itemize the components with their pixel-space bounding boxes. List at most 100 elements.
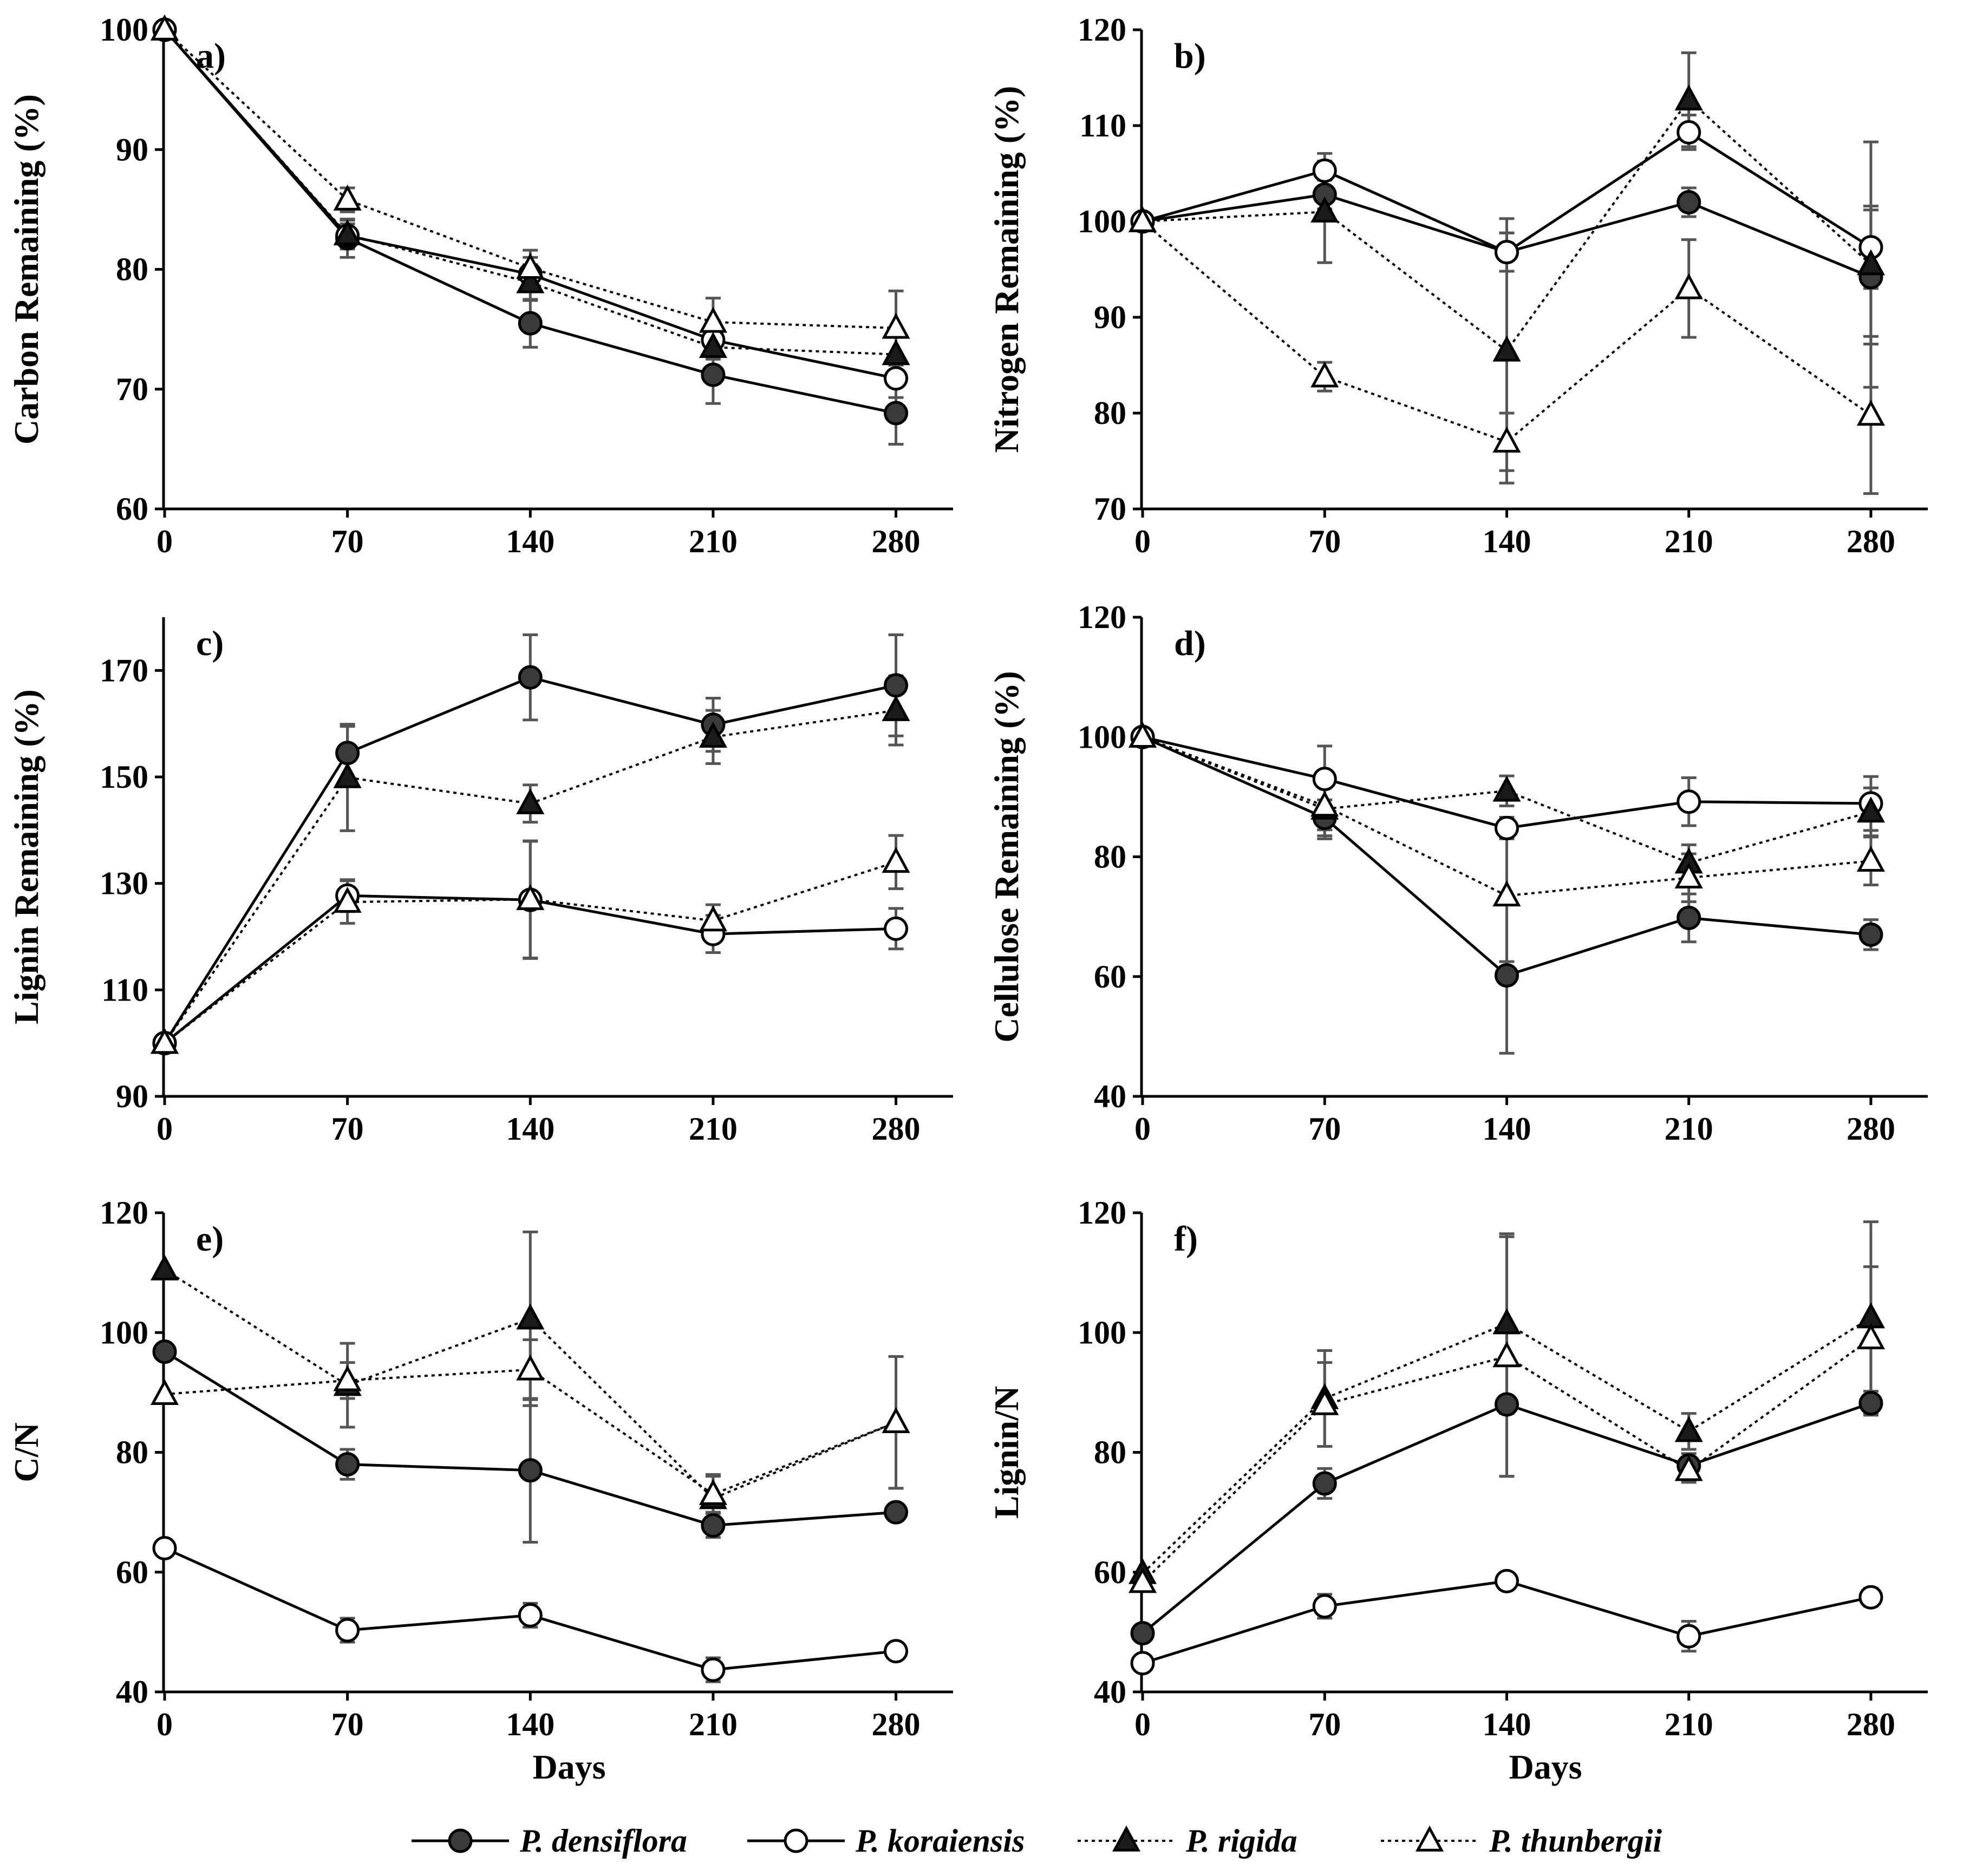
panel-b-markers-p-rigida bbox=[1128, 84, 1885, 362]
marker-p-thunbergii-4 bbox=[1856, 1323, 1885, 1350]
marker-p-thunbergii-2 bbox=[516, 1354, 545, 1381]
marker-p-rigida-2 bbox=[1492, 335, 1521, 362]
marker-p-thunbergii-1 bbox=[1310, 1389, 1339, 1415]
panel-a-xtick-label-3: 210 bbox=[689, 524, 738, 559]
panel-e-x-label: Days bbox=[532, 1748, 605, 1786]
panel-a-xtick-label-1: 70 bbox=[331, 524, 364, 559]
marker-p-rigida-1 bbox=[333, 762, 362, 788]
panel-b-ytick-label-0: 70 bbox=[1094, 491, 1126, 527]
panel-c-xtick-label-4: 280 bbox=[872, 1111, 921, 1147]
panel-d-ytick-label-3: 100 bbox=[1078, 719, 1126, 755]
panel-e-markers-p-koraiensis bbox=[152, 1536, 909, 1682]
legend-label-p-koraiensis: P. koraiensis bbox=[855, 1823, 1025, 1859]
series-line-p-thunbergii bbox=[164, 861, 897, 1044]
legend-label-p-thunbergii: P. thunbergii bbox=[1489, 1823, 1662, 1859]
marker-p-densiflora-2 bbox=[518, 665, 543, 690]
panel-c-xtick-label-0: 0 bbox=[156, 1111, 173, 1147]
panel-a-ytick-label-4: 100 bbox=[100, 12, 148, 48]
legend-label-p-densiflora: P. densiflora bbox=[519, 1823, 687, 1859]
panel-f-xtick-label-3: 210 bbox=[1665, 1707, 1713, 1742]
marker-p-densiflora-3 bbox=[1677, 905, 1701, 930]
marker-p-thunbergii-4 bbox=[1856, 400, 1885, 426]
marker-p-thunbergii-3 bbox=[699, 1479, 727, 1505]
marker-p-densiflora-4 bbox=[884, 401, 909, 426]
panel-f-xtick-label-4: 280 bbox=[1847, 1707, 1895, 1742]
panel-c-xtick-label-1: 70 bbox=[331, 1111, 364, 1147]
marker-p-rigida-0 bbox=[150, 1254, 179, 1280]
panel-f: 40 60 80 100 120 0 70 140 210 280 Lignin/N Days f) bbox=[987, 1195, 1928, 1786]
marker-p-koraiensis-2 bbox=[1494, 240, 1519, 265]
marker-p-thunbergii-3 bbox=[1674, 1455, 1703, 1481]
panel-d-xtick-label-0: 0 bbox=[1134, 1111, 1151, 1147]
marker-p-thunbergii-2 bbox=[1492, 426, 1521, 453]
panel-b-ytick-label-3: 100 bbox=[1078, 204, 1126, 239]
panel-c-xtick-label-2: 140 bbox=[506, 1111, 555, 1147]
marker-p-koraiensis-3 bbox=[1677, 120, 1701, 145]
marker-p-densiflora-4 bbox=[1858, 922, 1883, 947]
series-line-p-thunbergii bbox=[1142, 736, 1871, 897]
marker-p-koraiensis-3 bbox=[701, 1657, 726, 1682]
marker-p-rigida-3 bbox=[1674, 84, 1703, 110]
marker-p-koraiensis-2 bbox=[518, 1603, 543, 1627]
marker-p-thunbergii-3 bbox=[1674, 273, 1703, 299]
panel-f-letter: f) bbox=[1174, 1219, 1198, 1259]
marker-p-koraiensis-1 bbox=[1312, 158, 1337, 183]
panel-d-ytick-label-2: 80 bbox=[1094, 839, 1126, 875]
marker-p-thunbergii-2 bbox=[1492, 1341, 1521, 1368]
panel-e-xtick-label-2: 140 bbox=[506, 1707, 555, 1742]
panel-b-markers-p-thunbergii bbox=[1128, 206, 1885, 453]
marker-p-densiflora-0 bbox=[1130, 1621, 1155, 1646]
marker-p-koraiensis-2 bbox=[1494, 1568, 1519, 1593]
marker-p-densiflora-4 bbox=[884, 673, 909, 698]
panel-f-xtick-label-1: 70 bbox=[1308, 1707, 1341, 1742]
panel-f-x-label: Days bbox=[1509, 1748, 1582, 1786]
panel-b-y-label: Nitrogen Remaining (%) bbox=[987, 86, 1026, 453]
panel-e-ytick-label-1: 60 bbox=[116, 1554, 148, 1590]
panel-b-letter: b) bbox=[1174, 36, 1206, 76]
marker-p-thunbergii-2 bbox=[516, 253, 545, 279]
marker-p-rigida-4 bbox=[882, 339, 910, 365]
panel-a-ytick-label-2: 80 bbox=[116, 252, 148, 287]
marker-p-rigida-2 bbox=[516, 1303, 545, 1330]
panel-b-xtick-label-4: 280 bbox=[1847, 524, 1895, 559]
marker-p-thunbergii-1 bbox=[333, 1365, 362, 1391]
legend-label-p-rigida: P. rigida bbox=[1185, 1823, 1297, 1859]
panel-c-xtick-label-3: 210 bbox=[689, 1111, 738, 1147]
marker-p-densiflora-4 bbox=[1858, 1391, 1883, 1416]
marker-p-densiflora-2 bbox=[518, 311, 543, 336]
marker-p-thunbergii-4 bbox=[1856, 846, 1885, 872]
marker-p-rigida-2 bbox=[516, 788, 545, 814]
marker-p-rigida-3 bbox=[699, 722, 727, 748]
panel-f-ytick-label-0: 40 bbox=[1094, 1674, 1126, 1710]
panel-e-xtick-label-4: 280 bbox=[872, 1707, 921, 1742]
marker-p-koraiensis-3 bbox=[1677, 789, 1701, 814]
marker-p-thunbergii-1 bbox=[333, 886, 362, 913]
panel-e-letter: e) bbox=[196, 1219, 224, 1259]
marker-p-rigida-2 bbox=[516, 267, 545, 293]
panel-e-xtick-label-0: 0 bbox=[156, 1707, 173, 1742]
marker-p-koraiensis-4 bbox=[884, 916, 909, 941]
panel-a-ytick-label-0: 60 bbox=[116, 491, 148, 527]
panel-d-ytick-label-4: 120 bbox=[1078, 599, 1126, 635]
panel-c: 90 110 130 150 170 0 70 140 210 280 Lignin Remaini… bbox=[7, 617, 953, 1147]
panel-e-ytick-label-4: 120 bbox=[100, 1195, 148, 1231]
marker-p-rigida-4 bbox=[882, 695, 910, 721]
marker-p-thunbergii-0 bbox=[150, 1378, 179, 1405]
panel-b-xtick-label-2: 140 bbox=[1482, 524, 1531, 559]
panel-c-markers-p-thunbergii bbox=[150, 847, 910, 1054]
marker-p-densiflora-2 bbox=[1494, 1392, 1519, 1417]
panel-a-ytick-label-3: 90 bbox=[116, 132, 148, 167]
marker-p-rigida-4 bbox=[1856, 796, 1885, 823]
panel-e-xtick-label-3: 210 bbox=[689, 1707, 738, 1742]
panel-b-markers-p-koraiensis bbox=[1130, 120, 1883, 265]
panel-b-ytick-label-5: 120 bbox=[1078, 12, 1126, 48]
marker-p-densiflora-3 bbox=[1677, 190, 1701, 215]
panel-e-ytick-label-3: 100 bbox=[100, 1315, 148, 1350]
marker-legend-p-thunbergii-0 bbox=[1415, 1825, 1444, 1852]
panel-e-markers-p-densiflora bbox=[152, 1339, 909, 1538]
panel-a-markers-p-thunbergii bbox=[150, 14, 910, 339]
panel-c-ytick-label-3: 150 bbox=[100, 759, 148, 795]
marker-p-thunbergii-2 bbox=[1492, 880, 1521, 907]
